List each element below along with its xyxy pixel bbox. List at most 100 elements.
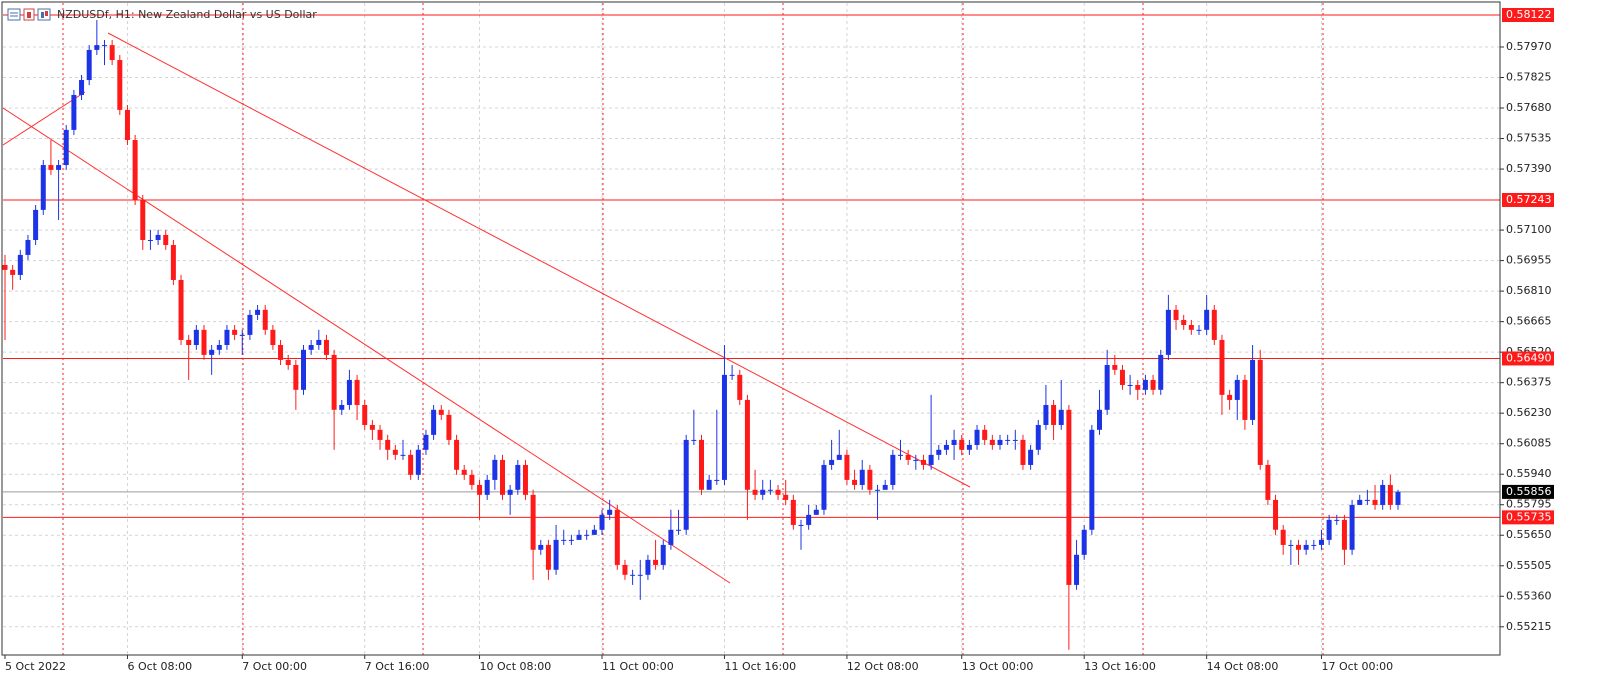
candle-body xyxy=(913,459,919,461)
candle-body xyxy=(683,439,689,530)
candle-body xyxy=(140,199,146,240)
x-tick-label: 11 Oct 00:00 xyxy=(602,660,674,673)
candle-body xyxy=(645,559,651,575)
candle-body xyxy=(974,429,980,445)
candle-body xyxy=(339,404,345,410)
candle-body xyxy=(706,479,712,490)
icon xyxy=(41,12,44,18)
y-tick-label: 0.55795 xyxy=(1506,498,1552,511)
price-label: 0.57243 xyxy=(1506,193,1552,206)
candle-body xyxy=(813,509,819,515)
candle-body xyxy=(530,494,536,550)
candle-body xyxy=(385,439,391,450)
level-layer xyxy=(3,14,1500,518)
y-tick-label: 0.55360 xyxy=(1506,589,1552,602)
candle-body xyxy=(1127,384,1133,386)
candle-body xyxy=(951,439,957,445)
candle-body xyxy=(989,439,995,445)
candle-body xyxy=(201,329,207,355)
price-label-box xyxy=(1502,484,1554,499)
candle-body xyxy=(400,454,406,456)
candle-body xyxy=(163,234,169,246)
candle-body xyxy=(959,439,965,450)
candle-body xyxy=(1012,439,1018,441)
candle-body xyxy=(147,239,153,241)
candle-body xyxy=(331,354,337,410)
x-tick-label: 13 Oct 16:00 xyxy=(1084,660,1156,673)
candle-body xyxy=(1318,539,1324,545)
chart-title: NZDUSDf, H1: New Zealand Dollar vs US Do… xyxy=(57,8,317,21)
price-label-box xyxy=(1502,510,1554,525)
candle-body xyxy=(1097,409,1102,430)
candle-body xyxy=(109,45,115,61)
candle-body xyxy=(507,489,513,495)
candle-body xyxy=(431,409,437,435)
candle-body xyxy=(270,329,276,345)
candle-body xyxy=(591,529,597,535)
candle-body xyxy=(346,379,352,405)
candle-body xyxy=(614,509,620,565)
candle-body xyxy=(622,564,628,575)
candle-body xyxy=(1227,394,1233,400)
candle-body xyxy=(438,409,444,415)
candle-body xyxy=(1165,309,1171,355)
candle-body xyxy=(323,339,329,355)
trend-lines xyxy=(2,32,971,584)
price-label-box xyxy=(1502,351,1554,366)
candle-body xyxy=(1035,424,1041,450)
candle-body xyxy=(729,374,735,376)
price-label-box xyxy=(1502,192,1554,207)
candle-body xyxy=(1387,484,1393,505)
x-tick-label: 12 Oct 08:00 xyxy=(847,660,919,673)
candle-body xyxy=(224,329,230,345)
candle-body xyxy=(392,449,398,455)
candle-body xyxy=(186,339,192,345)
candle-body xyxy=(1326,519,1332,540)
candle-body xyxy=(56,165,62,170)
candle-body xyxy=(1341,519,1347,550)
y-tick-label: 0.55650 xyxy=(1506,528,1552,541)
candle-body xyxy=(40,165,46,210)
candle-body xyxy=(1005,439,1011,441)
candle-body xyxy=(607,509,613,515)
candle-body xyxy=(829,459,835,465)
candle-body xyxy=(1104,364,1110,410)
candle-body xyxy=(94,45,100,50)
candle-body xyxy=(1135,384,1141,390)
candle-body xyxy=(668,529,674,545)
candle-body xyxy=(920,459,926,465)
candle-body xyxy=(821,464,827,510)
candle-body xyxy=(760,489,766,495)
grid-layer xyxy=(3,3,1500,655)
candle-body xyxy=(997,439,1003,445)
candle-body xyxy=(545,544,551,570)
candle-body xyxy=(790,499,796,525)
candle-body xyxy=(752,489,758,495)
candle-body xyxy=(71,94,77,130)
candle-body xyxy=(293,364,299,390)
separator-layer xyxy=(62,3,1324,655)
candle-body xyxy=(898,454,903,456)
candle-body xyxy=(1296,544,1301,550)
candle-body xyxy=(584,534,590,536)
candle-body xyxy=(423,434,429,450)
candle-body xyxy=(10,269,16,275)
x-tick-label: 11 Oct 16:00 xyxy=(724,660,796,673)
candle-body xyxy=(446,414,452,440)
candle-body xyxy=(1242,379,1248,420)
price-label: 0.58122 xyxy=(1506,8,1552,21)
candle-body xyxy=(216,344,222,350)
candle-body xyxy=(1280,529,1286,545)
candle-body xyxy=(737,374,743,400)
candle-body xyxy=(262,309,268,330)
x-tick-label: 14 Oct 08:00 xyxy=(1207,660,1279,673)
candle-body xyxy=(308,344,314,350)
candle-body xyxy=(1028,449,1034,465)
candle-body xyxy=(1372,499,1378,505)
candle-body xyxy=(676,529,682,531)
candle-body xyxy=(484,479,490,495)
icon xyxy=(45,11,48,16)
candle-body xyxy=(1234,379,1240,400)
candle-body xyxy=(806,514,812,525)
